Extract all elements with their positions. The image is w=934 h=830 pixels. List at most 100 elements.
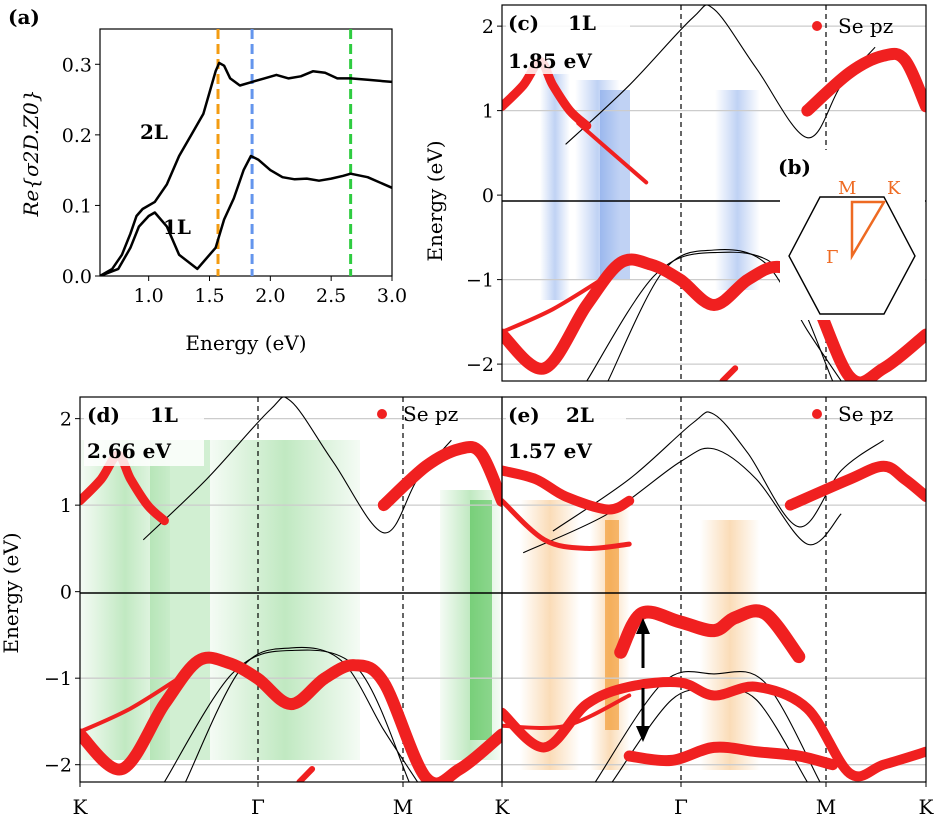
valence-band-se-pz [614, 604, 806, 664]
thin-band [565, 5, 876, 145]
panel-a-ytick-label: 0.3 [62, 54, 92, 76]
panel-c-shade [715, 90, 760, 290]
panel-e-energy: 1.57 eV [508, 439, 592, 463]
panel-c-label: (c) [508, 11, 539, 35]
panel-a-xlabel: Energy (eV) [185, 331, 306, 355]
ytick-label: 2 [60, 409, 72, 431]
panel-a-ytick-label: 0.2 [62, 125, 92, 147]
ytick-label: 1 [60, 495, 72, 517]
valence-band-se-pz [502, 677, 926, 782]
conduction-band-se-pz [576, 121, 649, 185]
panel-d-shade [210, 440, 360, 760]
panel-e-shade [605, 520, 619, 730]
k-tick-label: K [919, 795, 934, 819]
panel-c-legend: Se pz [838, 14, 893, 38]
arrow-head-down [636, 726, 650, 742]
panel-c-shade [575, 80, 620, 280]
panel-a-xtick-label: 1.5 [194, 285, 224, 307]
panel-a-series-2L [100, 61, 392, 276]
valence-band-se-pz [502, 253, 926, 381]
panel-a-xtick-label: 2.0 [255, 285, 285, 307]
panel-d-legend: Se pz [403, 402, 458, 426]
panel-e-bands [502, 411, 926, 782]
panel-e-legend: Se pz [838, 402, 893, 426]
panel-a-xtick-label: 1.0 [134, 285, 164, 307]
panel-a-xticks: 1.0 1.5 2.0 2.5 3.0 [134, 276, 407, 307]
panel-c-shade [600, 90, 630, 280]
thin-band [163, 649, 410, 782]
conduction-band-se-pz [502, 465, 635, 515]
k-tick-label: M [393, 795, 413, 819]
valence-band-se-pz [80, 671, 188, 734]
panel-a-series [100, 61, 392, 276]
panel-a-series-1L [100, 154, 392, 276]
panel-b-label: (b) [778, 155, 811, 179]
panel-c-frame [501, 4, 927, 382]
bz-point-gamma: Γ [826, 247, 839, 268]
bz-point-m: M [838, 178, 856, 199]
panel-c-energy: 1.85 eV [508, 49, 592, 73]
ytick-label: 1 [482, 101, 494, 123]
panel-e-grid [502, 417, 926, 766]
panel-d-layer: 1L [150, 403, 178, 427]
panel-c: (b) M K Γ −2 −1 0 1 2 (c) 1L 1.85 eV Se pz E… [423, 4, 927, 382]
panel-a: 1.0 1.5 2.0 2.5 3.0 0.0 0.1 0.2 0.3 (a) Energy … [8, 5, 407, 355]
panel-a-ytick-label: 0.1 [62, 195, 92, 217]
thin-band [607, 248, 842, 381]
panel-a-xtick-label: 2.5 [316, 285, 346, 307]
panel-a-yticks: 0.0 0.1 0.2 0.3 [62, 54, 100, 288]
ytick-label: −1 [44, 668, 72, 690]
k-tick-label: Γ [674, 795, 688, 819]
conduction-band-se-pz [801, 47, 926, 117]
panel-c-layer: 1L [568, 11, 596, 35]
ytick-label: 2 [482, 16, 494, 38]
bz-hexagon [788, 196, 916, 315]
k-tick-label: K [495, 795, 511, 819]
valence-band-se-pz [623, 741, 839, 771]
panel-c-ylabel: Energy (eV) [423, 140, 447, 261]
conduction-band-se-pz [502, 498, 632, 551]
thin-band [185, 646, 419, 782]
ytick-label: 0 [482, 185, 494, 207]
bz-path [850, 200, 887, 261]
ytick-label: −2 [466, 354, 494, 376]
panel-a-vlines [216, 29, 353, 276]
panel-a-ytick-label: 0.0 [62, 266, 92, 288]
ytick-label: 0 [60, 582, 72, 604]
panel-b-inset: (b) M K Γ [778, 150, 925, 320]
valence-band-se-pz [502, 693, 632, 731]
panel-a-label: (a) [8, 5, 40, 29]
ytick-label: −2 [44, 755, 72, 777]
panel-e-label: (e) [508, 403, 540, 427]
panel-e-shade [700, 520, 760, 770]
panel-d-shade [470, 500, 492, 740]
panel-c-yticks: −2 −1 0 1 2 [466, 16, 502, 376]
k-tick-label: M [816, 795, 836, 819]
panel-d-shade [80, 440, 170, 760]
panel-d-energy: 2.66 eV [87, 439, 171, 463]
valence-band-se-pz [296, 766, 316, 782]
panel-d-legend-marker [377, 409, 387, 419]
k-tick-label: Γ [251, 795, 265, 819]
valence-band-se-pz [80, 651, 502, 782]
panel-a-label-1L: 1L [163, 215, 191, 239]
panel-e-arrows [636, 618, 650, 742]
panel-d-ylabel: Energy (eV) [0, 532, 23, 653]
conduction-band-se-pz [784, 460, 926, 511]
panel-e-layer: 2L [566, 403, 594, 427]
thin-band [594, 670, 821, 782]
panel-a-xtick-label: 3.0 [377, 285, 407, 307]
panel-e-frame [501, 396, 927, 783]
panel-a-frame [99, 28, 393, 277]
panel-a-label-2L: 2L [140, 120, 168, 144]
panel-a-ylabel: Re{σ2D.Z0} [19, 89, 43, 217]
panel-e: (e) 2L 1.57 eV Se pz [501, 396, 927, 783]
panel-e-legend-marker [812, 409, 822, 419]
k-tick-label: K [73, 795, 89, 819]
panel-d-yticks: −2 −1 0 1 2 [44, 409, 80, 777]
panel-d: −2 −1 0 1 2 (d) 1L 2.66 eV Se pz Energy (eV) [0, 396, 503, 783]
valence-band-se-pz [719, 365, 739, 381]
valence-band-se-pz [502, 273, 610, 334]
